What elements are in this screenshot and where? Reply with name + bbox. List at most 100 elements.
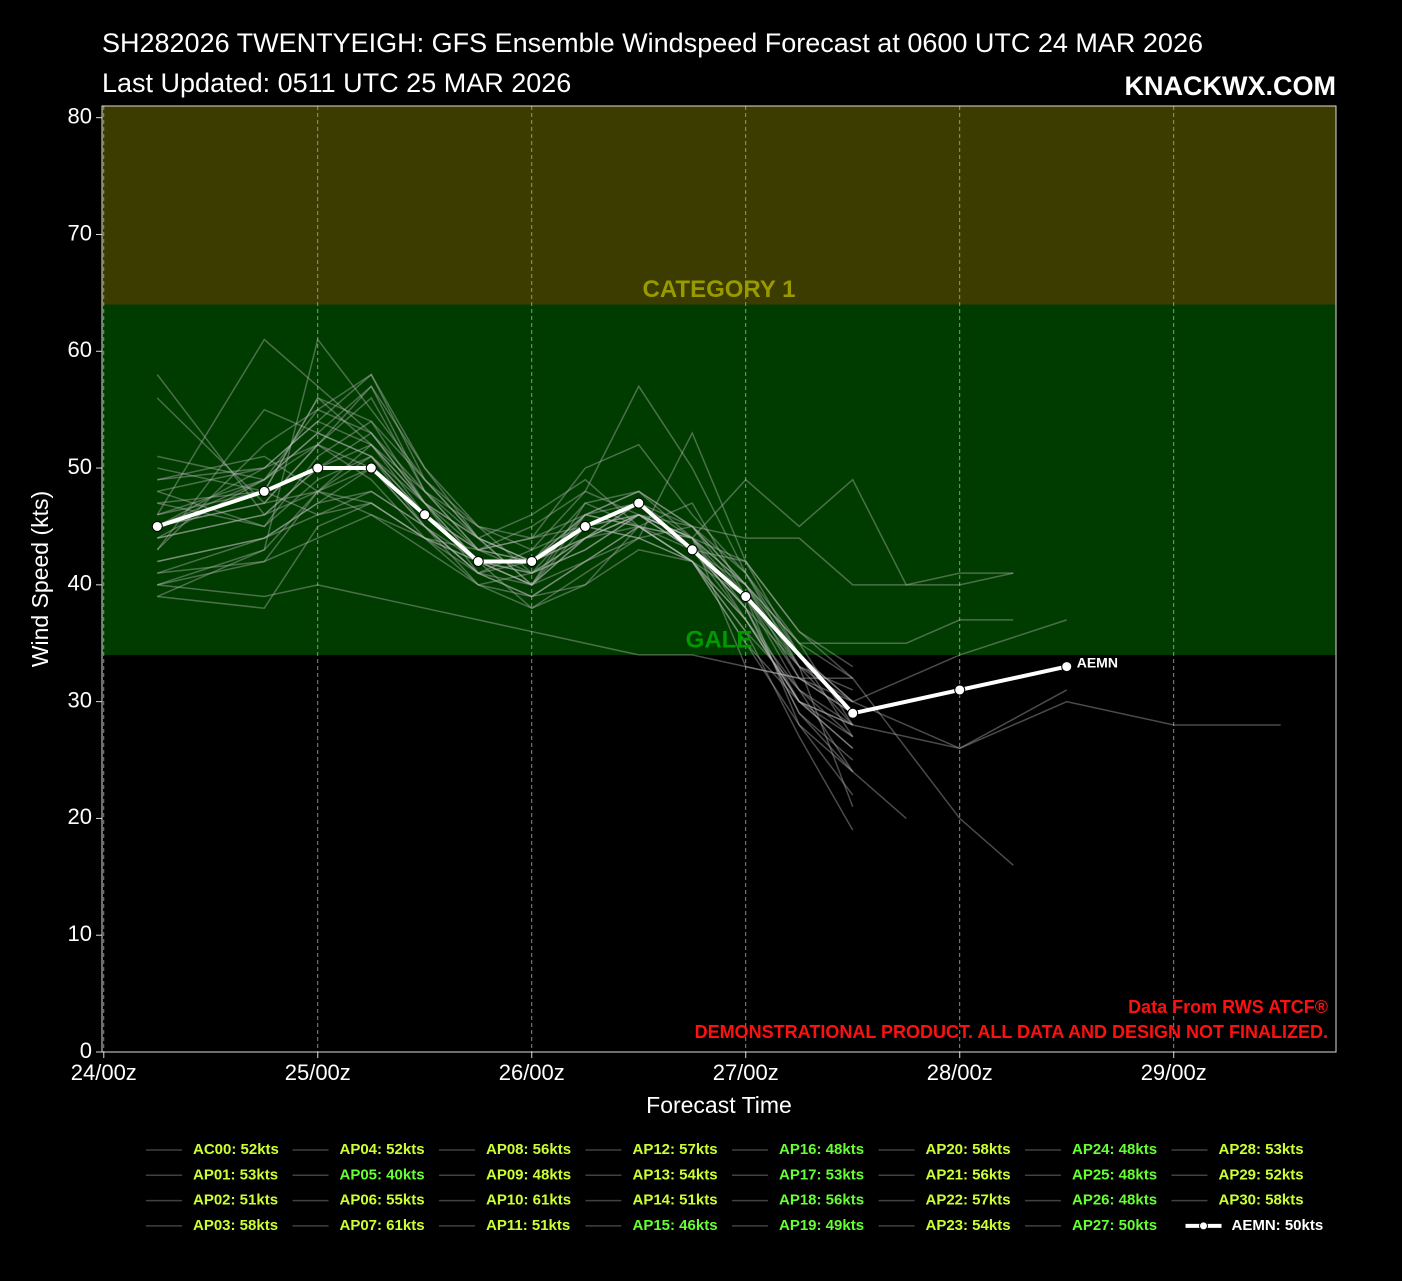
mean-point bbox=[740, 591, 752, 603]
mean-point bbox=[686, 544, 698, 556]
x-axis-label: Forecast Time bbox=[646, 1092, 792, 1118]
member-line bbox=[157, 455, 854, 831]
x-tick-label: 28/00z bbox=[927, 1060, 993, 1085]
legend: AC00: 52kts AP01: 53kts AP02: 51kts AP03: 5… bbox=[146, 1141, 1323, 1234]
member-line bbox=[157, 490, 1014, 586]
y-tick-label: 20 bbox=[68, 804, 92, 829]
y-tick-label: 0 bbox=[80, 1038, 92, 1063]
mean-line bbox=[156, 466, 1068, 716]
y-tick-label: 50 bbox=[68, 454, 92, 479]
legend-label: AP06: 55kts bbox=[340, 1192, 425, 1209]
band-label: GALE bbox=[686, 626, 753, 653]
y-tick-label: 80 bbox=[68, 103, 92, 128]
member-line bbox=[157, 478, 1014, 609]
disclaimer: DEMONSTRATIONAL PRODUCT. ALL DATA AND DE… bbox=[695, 1022, 1328, 1042]
y-tick-label: 40 bbox=[68, 571, 92, 596]
member-line bbox=[157, 397, 854, 679]
end-label: AEMN bbox=[1077, 654, 1118, 670]
y-tick-label: 30 bbox=[68, 687, 92, 712]
legend-label: AP02: 51kts bbox=[193, 1192, 278, 1209]
legend-label: AP05: 40kts bbox=[340, 1166, 425, 1183]
legend-label: AP09: 48kts bbox=[486, 1166, 571, 1183]
member-line bbox=[157, 455, 854, 738]
member-line bbox=[157, 490, 1014, 866]
mean-point bbox=[954, 684, 966, 696]
member-line bbox=[156, 420, 854, 761]
member-line bbox=[157, 513, 854, 726]
mean-point bbox=[365, 462, 377, 474]
x-tick-label: 27/00z bbox=[713, 1060, 779, 1085]
legend-label: AP13: 54kts bbox=[633, 1166, 718, 1183]
legend-label: AP10: 61kts bbox=[486, 1192, 571, 1209]
legend-label: AP11: 51kts bbox=[486, 1217, 570, 1234]
member-line bbox=[156, 432, 854, 703]
band bbox=[102, 106, 1336, 305]
legend-label: AP17: 53kts bbox=[779, 1166, 864, 1183]
legend-label: AP24: 48kts bbox=[1072, 1141, 1157, 1158]
member-line bbox=[157, 396, 854, 668]
member-line bbox=[157, 443, 1068, 750]
band bbox=[102, 304, 1336, 655]
mean-point bbox=[579, 520, 591, 532]
mean-point bbox=[526, 555, 538, 567]
member-line bbox=[156, 337, 854, 726]
mean-point bbox=[419, 509, 431, 521]
legend-label: AP15: 46kts bbox=[633, 1217, 718, 1234]
legend-label: AP26: 48kts bbox=[1072, 1192, 1157, 1209]
member-line bbox=[157, 396, 854, 749]
credit: Data From RWS ATCF® bbox=[1128, 997, 1328, 1017]
member-line bbox=[157, 490, 1281, 750]
x-tick-label: 24/00z bbox=[71, 1060, 137, 1085]
legend-label: AEMN: 50kts bbox=[1232, 1217, 1324, 1234]
legend-label: AP25: 48kts bbox=[1072, 1166, 1157, 1183]
brand: KNACKWX.COM bbox=[1125, 71, 1336, 101]
member-line bbox=[157, 490, 1014, 644]
member-line bbox=[157, 432, 854, 726]
legend-label: AP16: 48kts bbox=[779, 1141, 864, 1158]
x-tick-label: 25/00z bbox=[285, 1060, 351, 1085]
member-line bbox=[157, 584, 854, 703]
chart-subtitle: Last Updated: 0511 UTC 25 MAR 2026 bbox=[102, 68, 571, 98]
y-tick-label: 60 bbox=[68, 337, 92, 362]
legend-label: AP19: 49kts bbox=[779, 1217, 864, 1234]
legend-label: AP18: 56kts bbox=[779, 1192, 864, 1209]
legend-label: AP07: 61kts bbox=[340, 1217, 425, 1234]
bands bbox=[102, 106, 1336, 655]
legend-label: AP14: 51kts bbox=[633, 1192, 718, 1209]
plot-frame bbox=[101, 105, 1337, 1053]
y-axis-label: Wind Speed (kts) bbox=[27, 491, 53, 667]
legend-label: AP22: 57kts bbox=[926, 1192, 1011, 1209]
y-tick-label: 70 bbox=[68, 220, 92, 245]
member-line bbox=[156, 385, 854, 749]
legend-label: AP12: 57kts bbox=[633, 1141, 718, 1158]
legend-label: AP21: 56kts bbox=[926, 1166, 1011, 1183]
mean-point bbox=[312, 462, 324, 474]
legend-label: AP27: 50kts bbox=[1072, 1217, 1157, 1234]
band-label: CATEGORY 1 bbox=[643, 276, 796, 303]
legend-swatch-marker bbox=[1199, 1221, 1208, 1231]
legend-label: AP08: 56kts bbox=[486, 1141, 571, 1158]
member-line bbox=[157, 373, 1067, 703]
legend-label: AP20: 58kts bbox=[926, 1141, 1011, 1158]
mean-point bbox=[1061, 661, 1073, 673]
legend-label: AP23: 54kts bbox=[926, 1217, 1011, 1234]
mean-point bbox=[151, 520, 163, 532]
mean-point bbox=[847, 707, 859, 719]
legend-label: AC00: 52kts bbox=[193, 1141, 279, 1158]
grid: 0 10 20 30 40 50 60 70 80 24/00z 25/00z 26/00z 27/00… bbox=[68, 103, 1207, 1084]
legend-label: AP28: 53kts bbox=[1219, 1141, 1304, 1158]
legend-label: AP29: 52kts bbox=[1219, 1166, 1304, 1183]
plot-lines bbox=[151, 337, 1281, 866]
mean-point bbox=[258, 485, 270, 497]
member-line bbox=[156, 338, 854, 808]
legend-label: AP03: 58kts bbox=[193, 1217, 278, 1234]
legend-label: AP30: 58kts bbox=[1219, 1192, 1304, 1209]
legend-label: AP01: 53kts bbox=[193, 1166, 278, 1183]
x-tick-label: 26/00z bbox=[499, 1060, 565, 1085]
legend-label: AP04: 52kts bbox=[340, 1141, 425, 1158]
mean-point bbox=[633, 497, 645, 509]
mean-point bbox=[472, 555, 484, 567]
y-tick-label: 10 bbox=[68, 921, 92, 946]
member-line bbox=[157, 467, 907, 819]
